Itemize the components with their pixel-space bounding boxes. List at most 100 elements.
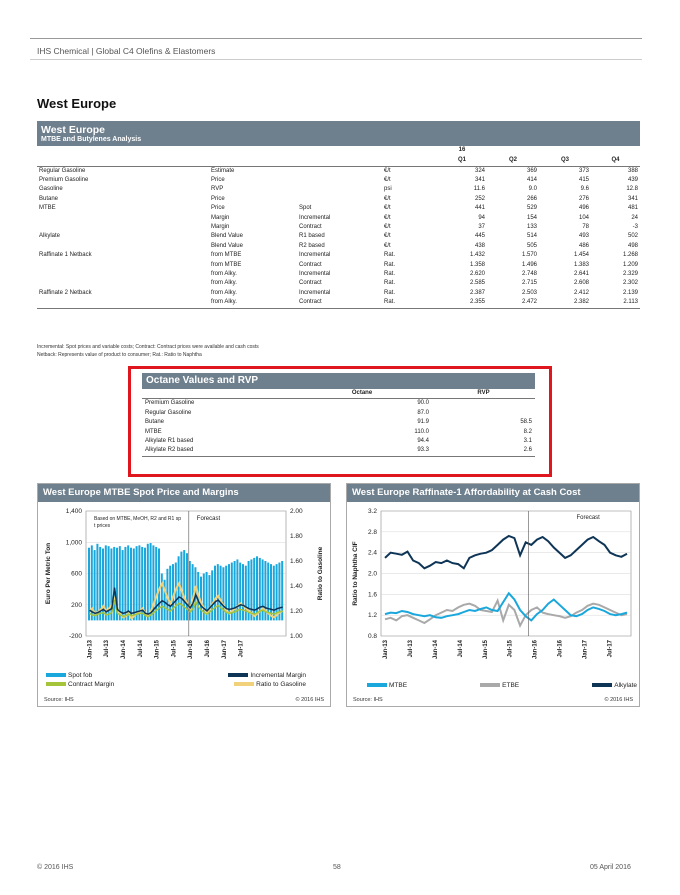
table1-footnotes: Incremental: Spot prices and variable co… [37,343,259,359]
bar-spot-fob [253,557,256,621]
bar-spot-fob [169,565,172,621]
table-cell: Regular Gasoline [145,409,192,416]
table-cell: MTBE [39,205,56,212]
x-tick-label: Jan-15 [483,639,489,659]
table-cell: psi [384,186,392,193]
y-tick-label: -200 [69,633,82,640]
bar-spot-fob [188,561,191,621]
table-cell: €/t [384,214,391,221]
table-cell [37,242,209,251]
table-row: MTBE Price Spot €/t 441 529 496 481 [37,204,640,213]
table-cell: Margin [211,214,230,221]
forecast-label: Forecast [577,515,601,521]
table-cell: from Alky. [211,280,237,287]
table-cell: Blend Value [211,233,243,240]
legend-etbe: ETBE [480,682,519,689]
bar-spot-fob [219,565,222,621]
table-row: Alkylate Blend Value R1 based €/t 445 514 493 5… [37,232,640,241]
line-incremental-margin [89,587,283,615]
table-cell [432,399,535,409]
table1-year: 16 [458,147,466,154]
chart1-svg: 1,400 1,000 600 200 -200 2.00 1.80 1.60 1.40 1.20… [45,508,324,659]
table2-title: Octane Values and RVP [146,375,259,386]
table-cell [37,279,209,288]
bar-spot-fob [113,546,116,621]
table-cell: from MTBE [211,252,242,259]
table-row: Premium Gasoline 90.0 [142,399,535,409]
table1-title: West Europe [41,124,105,136]
bar-spot-fob [107,546,110,621]
x-tick-label: Jul-13 [408,639,414,657]
bar-spot-fob [281,561,284,621]
table-cell: 3.1 [523,438,532,445]
table-cell: Butane [39,195,59,202]
chart2-copyright: © 2016 IHS [604,697,633,703]
bar-spot-fob [275,564,278,621]
table-cell [432,409,535,418]
bar-spot-fob [225,565,228,621]
bar-spot-fob [102,548,104,621]
table-cell: R1 based [299,233,325,240]
table-cell: 439 [627,176,638,183]
table1-q3: Q3 [539,156,591,167]
legend-alkylate: Alkylate [592,682,637,689]
bar-spot-fob [110,548,113,621]
table-cell: Rat. [384,252,396,259]
table-cell: Raffinate 2 Netback [39,289,92,296]
table-cell: 94 [478,214,485,221]
table-cell: Alkylate R1 based [145,438,194,445]
x-tick-label: Jan-13 [87,639,93,659]
table-cell: 2.6 [432,446,535,457]
table-row: Premium Gasoline Price €/t 341 414 415 439 [37,176,640,185]
bar-spot-fob [247,561,250,621]
mtbe-spot-chart: West Europe MTBE Spot Price and Margins … [37,483,331,707]
bar-spot-fob [258,557,261,621]
table-cell: 11.6 [473,186,485,193]
table-cell: Estimate [211,167,235,174]
table-cell: 93.3 [292,446,432,457]
table-cell [297,176,382,185]
table-row: Regular Gasoline 87.0 [142,409,535,418]
y-tick-label: 600 [71,571,82,578]
table-cell: Rat. [382,298,437,309]
chart1-copyright: © 2016 IHS [295,697,324,703]
chart1-source: Source: IHS [44,697,74,703]
table-row: Blend Value R2 based €/t 438 505 486 498 [37,242,640,251]
table-cell: 341 [474,176,485,183]
x-tick-label: Jul-14 [458,639,464,657]
table-cell: 2.355 [437,298,487,309]
table-cell: 369 [526,167,537,174]
table-cell: 37 [478,223,485,230]
legend-contract-margin: Contract Margin [46,681,114,688]
table-cell: 2.412 [573,289,589,296]
table2-col-octane: Octane [292,389,432,400]
bar-spot-fob [228,564,230,621]
bar-spot-fob [116,547,118,621]
table-cell [37,270,209,279]
bar-spot-fob [172,564,174,621]
table-cell: 110.0 [414,428,429,435]
bar-spot-fob [93,550,96,621]
table-row: Gasoline RVP psi 11.6 9.0 9.6 12.8 [37,185,640,194]
bar-spot-fob [158,548,160,621]
table-cell: Alkylate [39,233,61,240]
table-row: from Alky. Incremental Rat. 2.620 2.748 2.641… [37,270,640,279]
bar-spot-fob [186,553,188,621]
table-cell: 514 [526,233,537,240]
table-cell: Margin [211,223,230,230]
table-cell: 2.382 [539,298,591,309]
x-tick-label: Jan-17 [222,639,228,659]
bar-spot-fob [242,564,244,621]
table-cell: 2.113 [591,298,640,309]
table-row: Butane Price €/t 252 266 276 341 [37,195,640,204]
bar-spot-fob [261,559,264,621]
table-cell: 2.585 [469,280,485,287]
table-cell: 9.0 [528,186,537,193]
bar-spot-fob [149,543,152,621]
table-cell: Spot [299,205,312,212]
table-cell: Price [211,176,225,183]
chart2-title: West Europe Raffinate-1 Affordability at… [347,484,639,502]
table-row: Raffinate 2 Netback from Alky. Incremental… [37,289,640,298]
table-cell: 486 [578,242,589,249]
x-tick-label: Jul-13 [104,639,110,657]
